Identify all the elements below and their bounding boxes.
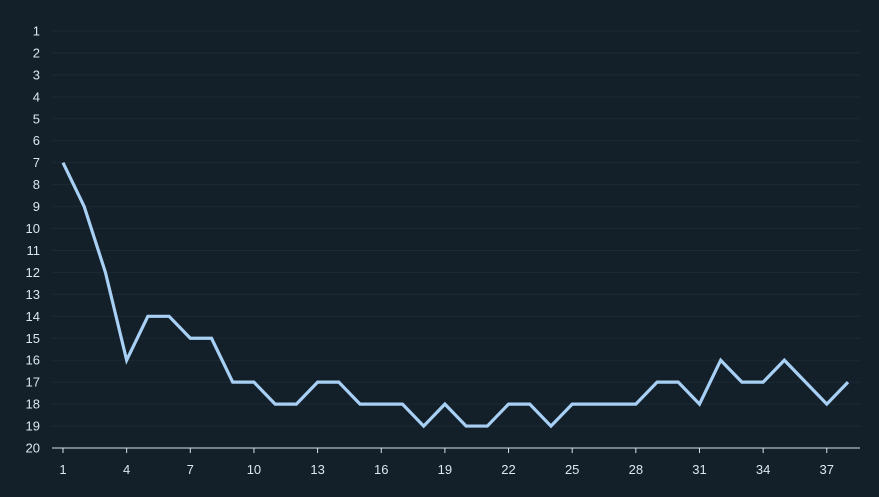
y-tick-label: 8 (33, 177, 40, 192)
y-tick-label: 2 (33, 45, 40, 60)
x-tick-label: 7 (187, 462, 194, 477)
y-tick-label: 20 (26, 441, 40, 456)
x-tick-label: 37 (820, 462, 834, 477)
grid-lines (52, 30, 860, 427)
x-tick-label: 25 (565, 462, 579, 477)
y-tick-label: 19 (26, 419, 40, 434)
y-tick-label: 15 (26, 331, 40, 346)
y-tick-label: 12 (26, 265, 40, 280)
x-tick-label: 16 (374, 462, 388, 477)
x-tick-label: 34 (756, 462, 770, 477)
y-tick-label: 10 (26, 221, 40, 236)
y-tick-label: 17 (26, 375, 40, 390)
y-tick-label: 7 (33, 155, 40, 170)
y-tick-label: 9 (33, 199, 40, 214)
x-axis-ticks: 1 4 7 10 13 16 19 22 25 28 31 34 37 (59, 448, 834, 477)
y-tick-label: 6 (33, 133, 40, 148)
series-line (61, 161, 850, 429)
y-tick-label: 4 (33, 89, 40, 104)
y-tick-label: 11 (27, 243, 41, 258)
y-tick-label: 5 (33, 111, 40, 126)
x-tick-label: 28 (629, 462, 643, 477)
y-tick-label: 1 (33, 24, 40, 39)
x-tick-label: 22 (501, 462, 515, 477)
x-tick-label: 13 (310, 462, 324, 477)
x-tick-label: 1 (59, 462, 66, 477)
y-tick-label: 13 (26, 287, 40, 302)
y-tick-label: 16 (26, 353, 40, 368)
x-tick-label: 4 (123, 462, 130, 477)
y-tick-label: 18 (26, 397, 40, 412)
x-tick-label: 19 (438, 462, 452, 477)
y-tick-label: 14 (26, 309, 40, 324)
x-tick-label: 10 (247, 462, 261, 477)
y-tick-label: 3 (33, 67, 40, 82)
x-tick-label: 31 (692, 462, 706, 477)
series-layer (61, 161, 850, 429)
